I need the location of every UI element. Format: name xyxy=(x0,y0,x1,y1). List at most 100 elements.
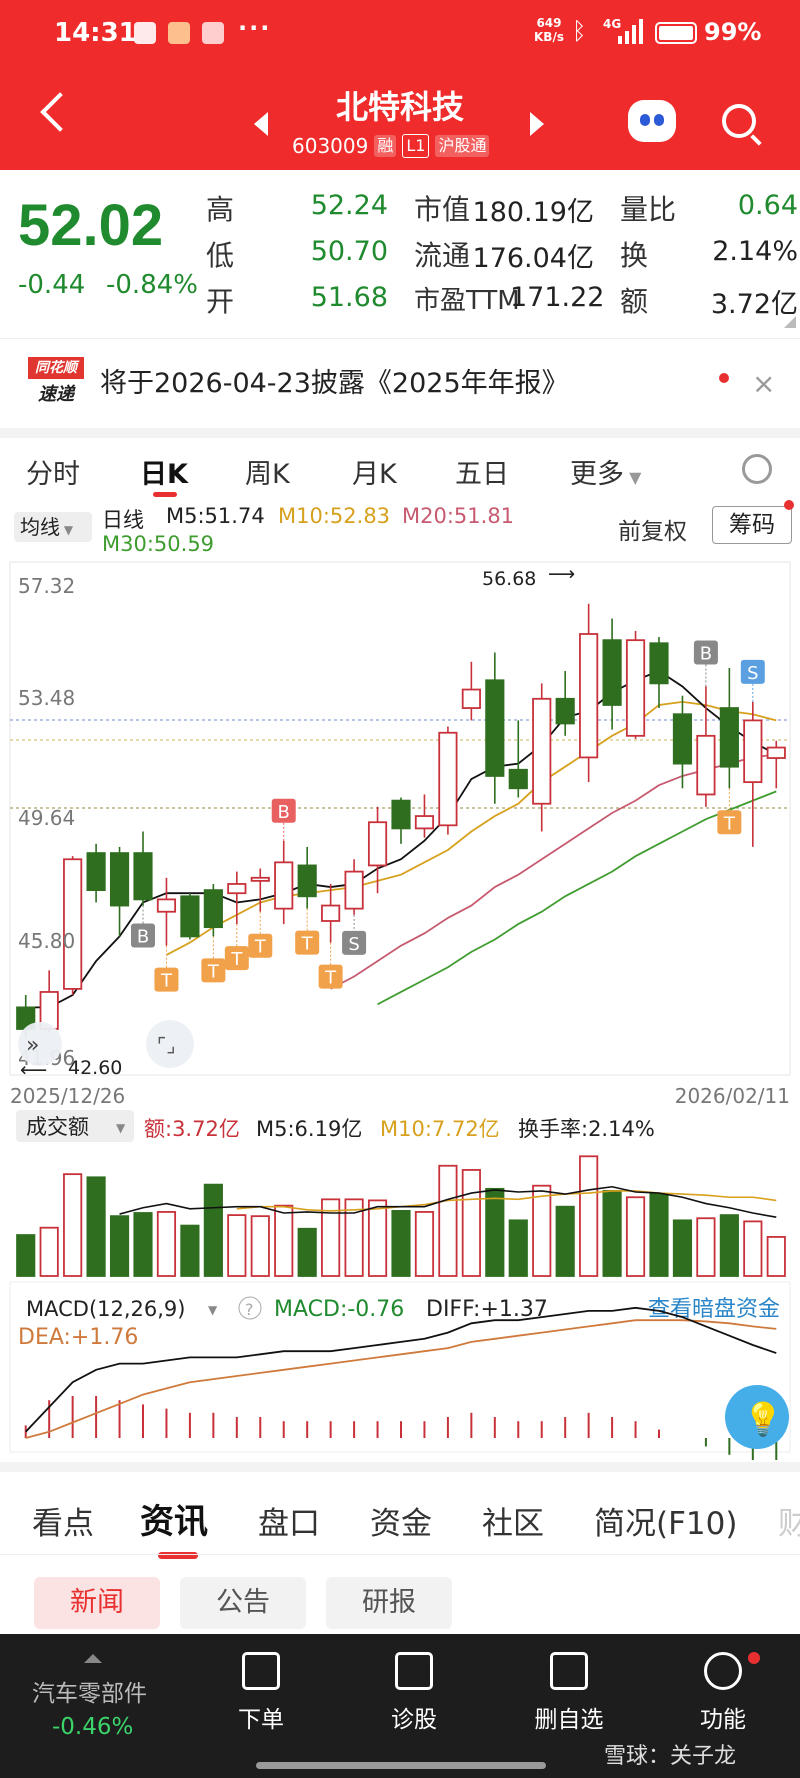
low-value: 50.70 xyxy=(310,236,388,267)
subtab-research[interactable]: 研报 xyxy=(326,1577,452,1629)
express-logo-top: 同花顺 xyxy=(28,357,84,379)
tab-more[interactable]: 更多 ▼ xyxy=(570,452,641,491)
subtab-announcements[interactable]: 公告 xyxy=(180,1577,306,1629)
expand-left-icon xyxy=(18,1022,62,1066)
trade-marker-label: T xyxy=(324,968,337,989)
tab-news-info[interactable]: 资讯 xyxy=(140,1502,208,1542)
robot-assistant-icon[interactable] xyxy=(628,100,676,142)
expand-up-icon[interactable] xyxy=(84,1654,102,1663)
diff-line xyxy=(25,1306,777,1433)
candle-body xyxy=(672,713,693,765)
y-tick-label: 57.32 xyxy=(18,574,75,598)
expand-corner-icon[interactable] xyxy=(784,316,796,328)
function-unread-dot xyxy=(748,1652,760,1664)
indicator-select[interactable]: 均线 ▼ xyxy=(14,512,92,542)
period-tabs: 分时 日K 周K 月K 五日 更多 ▼ xyxy=(0,428,800,498)
volume-bar xyxy=(391,1210,411,1277)
y-tick-label: 49.64 xyxy=(18,806,75,830)
stock-name: 北特科技 xyxy=(335,88,464,126)
ma5-label: M5:51.74 xyxy=(166,504,265,528)
tab-daily-k[interactable]: 日K xyxy=(140,459,188,490)
net-type: 4G xyxy=(603,17,622,31)
battery-percent: 99% xyxy=(704,18,762,46)
home-indicator[interactable] xyxy=(256,1762,546,1769)
level-tag: L1 xyxy=(402,134,430,158)
volume-select xyxy=(16,1110,134,1142)
float-cap-value: 176.04亿 xyxy=(472,243,594,274)
open-label: 开 xyxy=(206,285,235,318)
remove-watchlist-button[interactable]: 删自选 xyxy=(514,1652,624,1734)
candle-body xyxy=(203,889,223,929)
express-logo-bottom: 速递 xyxy=(28,379,84,411)
net-speed-value: 649 xyxy=(536,16,562,30)
tab-five-day[interactable]: 五日 xyxy=(455,459,509,490)
trade-marker-label: T xyxy=(207,961,220,982)
tab-profile-f10[interactable]: 简况(F10) xyxy=(594,1506,738,1542)
function-button[interactable]: 功能 xyxy=(668,1652,778,1734)
volume-title: 成交额 xyxy=(26,1115,89,1139)
unread-dot xyxy=(719,373,729,383)
adjust-mode[interactable]: 前复权 xyxy=(618,519,687,545)
candle-body xyxy=(156,898,177,913)
tab-finance-partial[interactable]: 财 xyxy=(778,1506,800,1542)
ma30-line xyxy=(377,790,777,1006)
volume-bar xyxy=(485,1187,505,1277)
diagnose-button[interactable]: 诊股 xyxy=(359,1652,469,1734)
candle-body xyxy=(180,895,200,938)
tab-community[interactable]: 社区 xyxy=(482,1506,544,1542)
float-cap-label: 流通 xyxy=(414,239,471,272)
ma20-label: M20:51.81 xyxy=(402,504,515,528)
macd-frame xyxy=(9,1281,791,1453)
notice-banner[interactable]: 同花顺 速递 将于2026-04-23披露《2025年年报》 × xyxy=(0,338,800,428)
period-label: 日线 xyxy=(102,508,144,532)
volume-bar xyxy=(367,1199,388,1277)
bluetooth-icon: ᛒ xyxy=(572,17,587,45)
volume-bar xyxy=(39,1226,59,1277)
tab-capital[interactable]: 资金 xyxy=(370,1506,432,1542)
candle-body xyxy=(649,642,669,685)
volume-ma5-line xyxy=(119,1185,777,1218)
amount-label: 额 xyxy=(620,285,649,318)
remove-watchlist-label: 删自选 xyxy=(534,1707,604,1733)
chip-distribution-button[interactable]: 筹码 xyxy=(712,506,792,544)
search-icon[interactable] xyxy=(722,104,756,138)
subtab-news[interactable]: 新闻 xyxy=(34,1577,160,1629)
x-end-label: 2026/02/11 xyxy=(675,1084,790,1108)
volume-bar xyxy=(297,1227,317,1277)
volume-bar xyxy=(250,1215,270,1277)
tab-intraday[interactable]: 分时 xyxy=(26,459,80,490)
next-stock-icon[interactable] xyxy=(530,112,544,136)
trade-marker-t xyxy=(224,946,249,971)
high-label: 高 xyxy=(206,193,235,226)
candle-body xyxy=(133,852,153,901)
candle-body xyxy=(461,688,481,709)
app-header: 14:31 ··· 649 KB/s ᛒ 4G 99% 北特科技 603009 … xyxy=(0,0,800,170)
trade-marker-t xyxy=(318,964,343,989)
tab-weekly-k[interactable]: 周K xyxy=(245,459,290,490)
close-icon[interactable]: × xyxy=(752,367,776,400)
diagnose-label: 诊股 xyxy=(391,1707,437,1733)
order-label: 下单 xyxy=(238,1707,284,1733)
price-change: -0.44 xyxy=(18,270,86,300)
tab-order-book[interactable]: 盘口 xyxy=(258,1506,320,1542)
amount-value: 3.72亿 xyxy=(710,289,798,320)
volume-ratio-label: 量比 xyxy=(620,193,677,226)
help-icon xyxy=(238,1296,262,1320)
order-button[interactable]: 下单 xyxy=(206,1652,316,1734)
tab-monthly-k[interactable]: 月K xyxy=(352,459,397,490)
trade-marker-t xyxy=(248,933,273,958)
chart-settings-icon[interactable] xyxy=(742,454,772,484)
prev-stock-icon[interactable] xyxy=(254,112,268,136)
sector-name[interactable]: 汽车零部件 xyxy=(32,1681,147,1707)
volume-bar xyxy=(321,1198,341,1277)
volume-ratio-value: 0.64 xyxy=(737,190,798,221)
min-price-label: 42.60 xyxy=(68,1057,122,1079)
fullscreen-glyph: ⌜⌟ xyxy=(157,1033,176,1057)
trade-marker-label: T xyxy=(301,934,314,955)
ma30-label: M30:50.59 xyxy=(102,532,215,556)
volume-bar xyxy=(109,1215,130,1277)
dea-value-label: DEA:+1.76 xyxy=(18,1325,138,1350)
tab-highlights[interactable]: 看点 xyxy=(32,1506,94,1542)
open-value: 51.68 xyxy=(310,282,388,313)
